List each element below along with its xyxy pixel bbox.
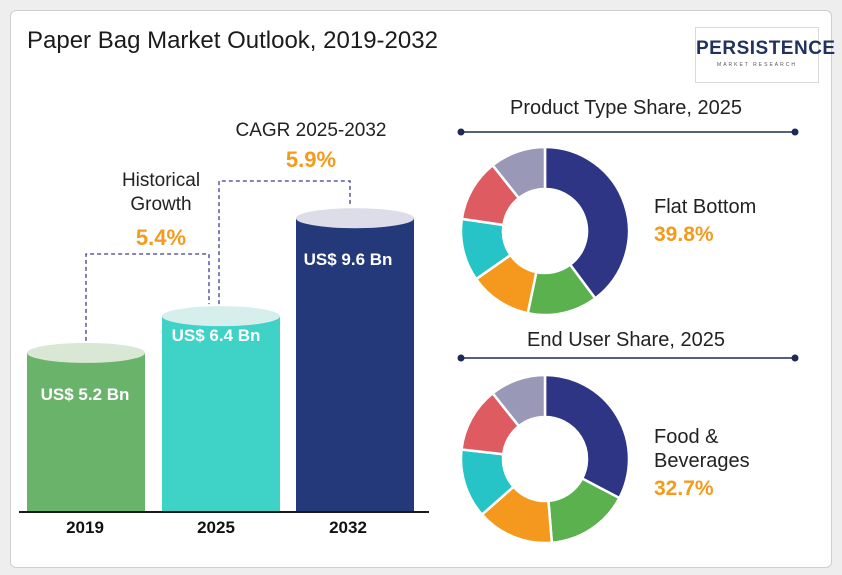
donut-slice: [543, 145, 631, 301]
bar-2032: [296, 208, 414, 513]
end-user-highlight-value: 32.7%: [654, 477, 714, 500]
end-user-share-title: End User Share, 2025: [527, 329, 725, 351]
logo-main-text: PERSISTENCE: [696, 38, 836, 59]
bar-value-label-2032: US$ 9.6 Bn: [303, 250, 393, 269]
product-type-divider: [457, 128, 799, 136]
bar-value-label-2019: US$ 5.2 Bn: [40, 385, 130, 404]
product-type-donut: [459, 145, 631, 317]
donut-charts: [457, 128, 799, 545]
infographic-card: Paper Bag Market Outlook, 2019-2032 PERS…: [10, 10, 836, 568]
cagr-value: 5.9%: [285, 147, 337, 172]
donut-slice: [543, 373, 631, 500]
bar-value-label-2025: US$ 6.4 Bn: [171, 326, 261, 345]
cagr-connector: [218, 180, 351, 305]
x-tick-label-2025: 2025: [197, 518, 235, 537]
page-title: Paper Bag Market Outlook, 2019-2032: [27, 27, 438, 54]
product-type-highlight-label: Flat Bottom: [654, 196, 757, 218]
historical-growth-connector: [85, 253, 210, 341]
end-user-highlight-label: Food & Beverages: [654, 426, 750, 472]
donut-slice: [490, 145, 547, 200]
donut-slice: [490, 373, 547, 428]
brand-logo: PERSISTENCE MARKET RESEARCH: [695, 27, 836, 83]
historical-growth-label: Historical Growth: [121, 170, 201, 215]
bar-2025: [162, 306, 280, 512]
bar-cap: [162, 306, 280, 327]
end-user-donut: [459, 373, 631, 545]
end-user-divider: [457, 354, 799, 362]
cagr-label: CAGR 2025-2032: [235, 120, 387, 141]
historical-growth-value: 5.4%: [135, 225, 187, 250]
bar-2019: [27, 342, 145, 512]
x-tick-label-2019: 2019: [66, 518, 104, 537]
x-tick-label-2032: 2032: [329, 518, 367, 537]
bar-cap: [296, 208, 414, 229]
product-type-highlight-value: 39.8%: [654, 223, 714, 246]
logo-sub-text: MARKET RESEARCH: [717, 62, 797, 68]
product-type-share-title: Product Type Share, 2025: [509, 97, 742, 119]
bar-cap: [27, 342, 145, 363]
bar-chart: [19, 180, 429, 513]
